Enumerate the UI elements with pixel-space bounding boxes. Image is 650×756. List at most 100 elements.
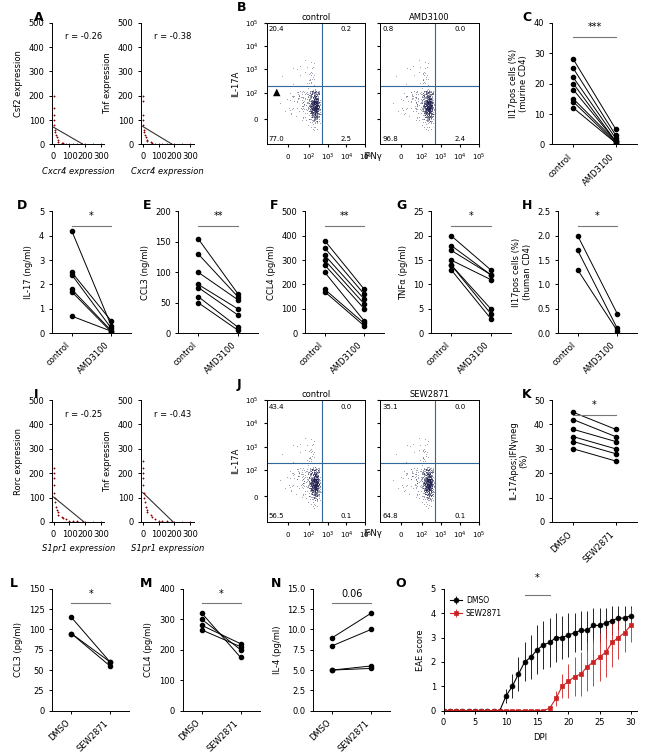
Point bbox=[410, 471, 421, 483]
Point bbox=[307, 476, 318, 488]
Point bbox=[424, 480, 435, 492]
Point bbox=[307, 448, 318, 460]
Point bbox=[424, 487, 434, 499]
Point bbox=[286, 107, 296, 119]
Point bbox=[307, 105, 317, 117]
Point bbox=[419, 101, 429, 113]
Point bbox=[425, 473, 436, 485]
Point bbox=[417, 466, 427, 478]
Point bbox=[428, 108, 439, 120]
Point bbox=[422, 492, 432, 504]
Point bbox=[311, 473, 321, 485]
Point bbox=[419, 484, 430, 496]
Point bbox=[419, 485, 430, 497]
Point bbox=[296, 478, 307, 490]
Point bbox=[428, 88, 438, 101]
Point bbox=[314, 113, 324, 125]
Point bbox=[307, 484, 318, 496]
Point bbox=[420, 478, 430, 490]
Point bbox=[312, 477, 322, 489]
Point bbox=[398, 104, 408, 116]
Point bbox=[422, 99, 432, 111]
Point bbox=[306, 88, 317, 100]
Point bbox=[315, 108, 326, 120]
Point bbox=[424, 475, 435, 487]
Point bbox=[138, 124, 149, 136]
Point bbox=[427, 100, 437, 112]
Point bbox=[420, 468, 430, 480]
Point bbox=[299, 472, 309, 485]
Point bbox=[303, 468, 313, 480]
Point bbox=[423, 102, 434, 114]
Point bbox=[422, 107, 432, 119]
Point bbox=[309, 474, 320, 486]
Point bbox=[422, 101, 433, 113]
Point bbox=[307, 98, 318, 110]
Point bbox=[424, 86, 434, 98]
Point bbox=[424, 91, 435, 103]
Point bbox=[311, 481, 321, 493]
Point bbox=[414, 432, 424, 444]
Point bbox=[423, 91, 434, 104]
Point bbox=[309, 114, 319, 126]
Point bbox=[419, 479, 430, 491]
Point bbox=[421, 438, 432, 451]
Point bbox=[418, 105, 428, 117]
Point bbox=[424, 481, 434, 493]
Point bbox=[309, 102, 319, 114]
Point bbox=[422, 470, 433, 482]
Point bbox=[421, 482, 432, 494]
Point bbox=[418, 451, 428, 463]
Point bbox=[150, 513, 161, 525]
Point bbox=[309, 468, 319, 480]
Point bbox=[425, 96, 436, 108]
Point bbox=[418, 89, 428, 101]
Point bbox=[422, 94, 433, 107]
Point bbox=[424, 96, 435, 108]
Point bbox=[421, 485, 431, 497]
Point bbox=[311, 102, 321, 114]
Point bbox=[398, 482, 408, 494]
Point bbox=[309, 98, 319, 110]
Point bbox=[421, 110, 431, 122]
Point bbox=[307, 450, 317, 462]
Point bbox=[426, 481, 437, 493]
Point bbox=[302, 465, 312, 477]
Point bbox=[421, 98, 432, 110]
Point bbox=[422, 104, 433, 116]
Point bbox=[310, 489, 320, 501]
Point bbox=[297, 95, 307, 107]
Point bbox=[424, 103, 435, 115]
Point bbox=[303, 82, 313, 94]
Point bbox=[424, 463, 434, 475]
Point bbox=[311, 97, 322, 109]
Point bbox=[421, 482, 432, 494]
Point bbox=[96, 516, 107, 528]
Point bbox=[422, 472, 432, 484]
Point bbox=[424, 483, 435, 495]
Point bbox=[307, 485, 317, 497]
Point bbox=[422, 463, 432, 475]
Point bbox=[422, 473, 433, 485]
Point bbox=[314, 475, 324, 487]
Point bbox=[417, 472, 428, 484]
Point bbox=[311, 476, 322, 488]
Point bbox=[302, 485, 312, 497]
Point bbox=[424, 487, 434, 499]
Point bbox=[307, 500, 318, 512]
Point bbox=[424, 482, 434, 494]
Point bbox=[311, 482, 321, 494]
Point bbox=[419, 468, 429, 480]
Point bbox=[313, 475, 324, 487]
Point bbox=[423, 469, 434, 482]
Point bbox=[410, 491, 421, 503]
Point bbox=[309, 97, 319, 109]
Point bbox=[311, 484, 322, 496]
Point bbox=[307, 482, 317, 494]
Point bbox=[311, 470, 321, 482]
Point bbox=[309, 92, 319, 104]
Point bbox=[292, 463, 302, 476]
Point bbox=[426, 476, 436, 488]
Point bbox=[307, 485, 318, 497]
Point bbox=[310, 483, 320, 495]
